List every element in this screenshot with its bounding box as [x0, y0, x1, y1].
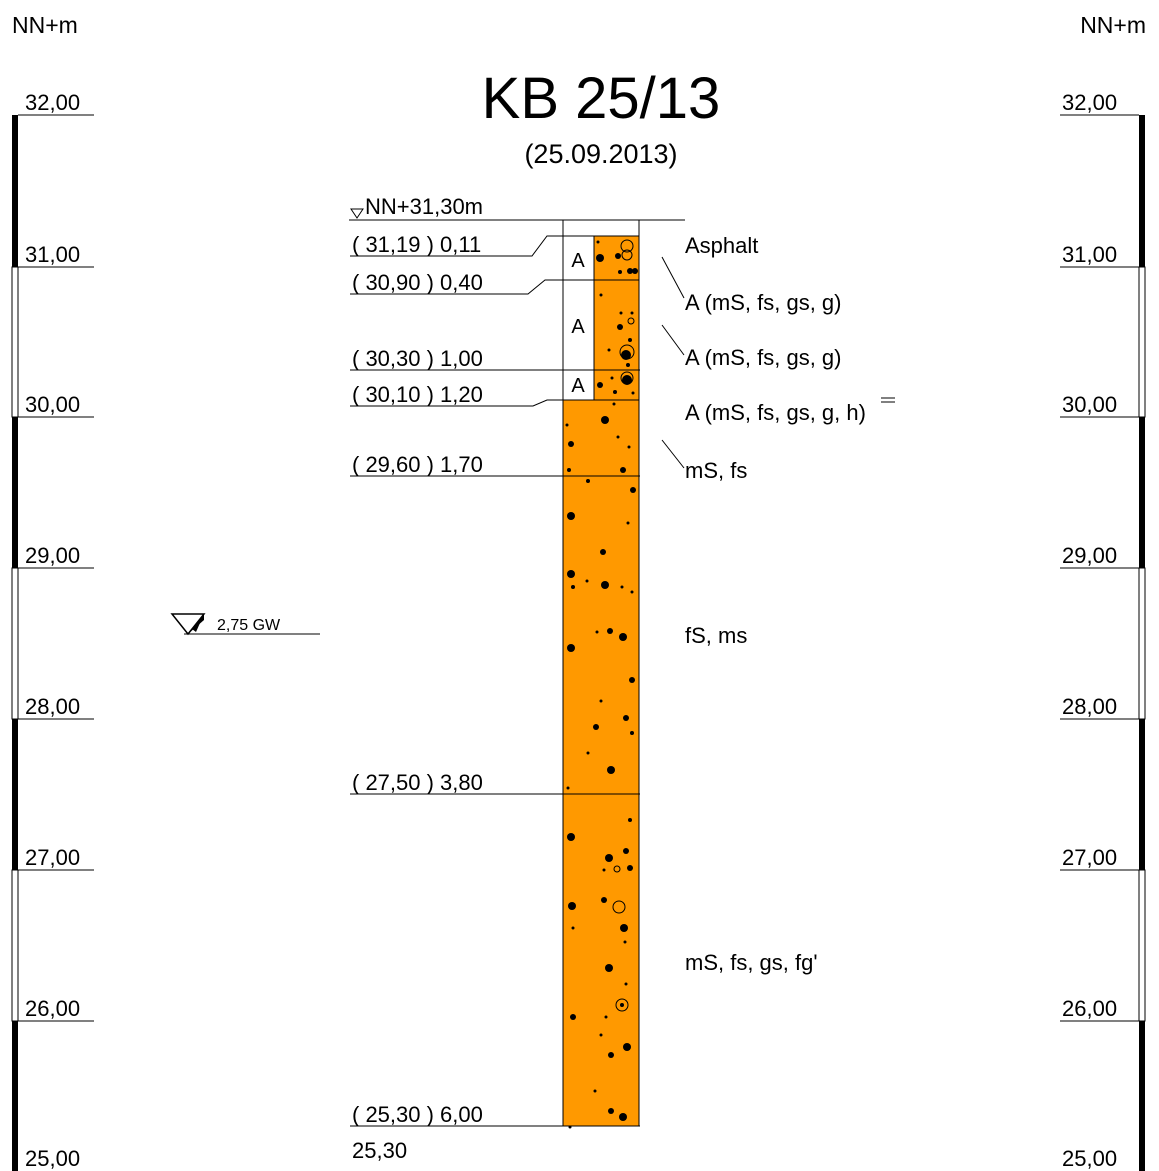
elevation-label-left: 26,00 — [25, 996, 80, 1021]
unit-label-left: NN+m — [12, 12, 78, 38]
elevation-label-right: 29,00 — [1062, 543, 1117, 568]
elevation-label-left: 29,00 — [25, 543, 80, 568]
unit-label-right: NN+m — [1080, 12, 1146, 38]
grain-symbols — [565, 240, 638, 1129]
layer-boundary-label: ( 27,50 ) 3,80 — [352, 770, 483, 795]
elevation-ticks-left — [18, 114, 94, 1022]
final-depth-label: 25,30 — [352, 1138, 407, 1163]
elevation-label-left: 28,00 — [25, 694, 80, 719]
layer-boundary-label: ( 29,60 ) 1,70 — [352, 452, 483, 477]
layer-boundary-label: ( 25,30 ) 6,00 — [352, 1102, 483, 1127]
layer-boundary-label: ( 30,10 ) 1,20 — [352, 382, 483, 407]
layer-boundary-label: ( 30,30 ) 1,00 — [352, 346, 483, 371]
layer-code: A — [571, 375, 585, 397]
elevation-label-right: 31,00 — [1062, 242, 1117, 267]
elevation-label-left: 32,00 — [25, 90, 80, 115]
layer-boundary-label: ( 31,19 ) 0,11 — [352, 232, 481, 257]
groundwater-label: 2,75 GW — [217, 617, 281, 634]
ground-level-marker: NN+31,30m — [349, 194, 685, 221]
borehole-column: A A A — [562, 219, 640, 1129]
layer-description: A (mS, fs, gs, g) — [685, 345, 841, 370]
diagram-title: KB 25/13 — [482, 66, 721, 131]
layer-boundaries — [350, 235, 640, 1127]
elevation-scale-right — [1138, 115, 1146, 1171]
elevation-label-left: 25,00 — [25, 1146, 80, 1171]
layer-description: mS, fs — [685, 458, 747, 483]
elevation-label-left: 27,00 — [25, 845, 80, 870]
elevation-label-right: 30,00 — [1062, 392, 1117, 417]
layer-code: A — [571, 316, 585, 338]
elevation-label-right: 27,00 — [1062, 845, 1117, 870]
elevation-label-right: 28,00 — [1062, 694, 1117, 719]
layer-code: A — [571, 250, 585, 272]
elevation-label-right: 25,00 — [1062, 1146, 1117, 1171]
layer-description: A (mS, fs, gs, g, h) — [685, 400, 866, 425]
elevation-label-right: 32,00 — [1062, 90, 1117, 115]
groundwater-marker: 2,75 GW — [170, 613, 320, 636]
layer-description: Asphalt — [685, 233, 758, 258]
elevation-label-left: 31,00 — [25, 242, 80, 267]
diagram-date: (25.09.2013) — [524, 139, 677, 169]
layer-description: A (mS, fs, gs, g) — [685, 290, 841, 315]
elevation-ticks-right — [1060, 114, 1139, 1022]
elevation-scale-left — [11, 115, 19, 1171]
layer-description: mS, fs, gs, fg' — [685, 950, 818, 975]
overline-mark — [881, 397, 895, 403]
description-leaders — [661, 256, 685, 469]
layer-boundary-label: ( 30,90 ) 0,40 — [352, 270, 483, 295]
gravel-symbols — [612, 239, 635, 1012]
layer-description: fS, ms — [685, 623, 747, 648]
ground-level-label: NN+31,30m — [365, 194, 483, 219]
elevation-label-left: 30,00 — [25, 392, 80, 417]
elevation-label-right: 26,00 — [1062, 996, 1117, 1021]
